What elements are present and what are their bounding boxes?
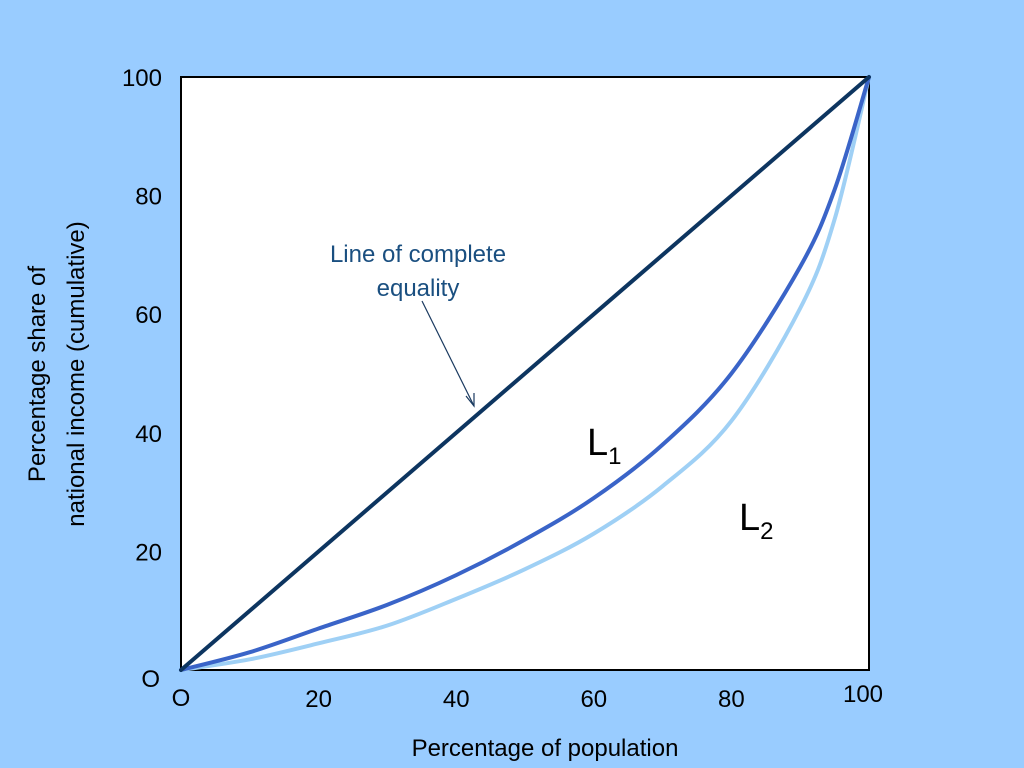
curve-label-l1: L1 xyxy=(587,422,622,470)
x-tick-label-60: 60 xyxy=(580,686,607,713)
annotation-arrow-head xyxy=(465,393,475,408)
y-axis-title-line2: national income (cumulative) xyxy=(63,221,90,526)
annotation-line2: equality xyxy=(377,275,460,302)
x-tick-label-100: 100 xyxy=(843,681,883,708)
curve-label-l1-sub: 1 xyxy=(608,443,621,470)
x-tick-labels: 20 40 60 80 100 xyxy=(305,681,883,713)
x-tick-label-20: 20 xyxy=(305,686,332,713)
annotation-line1: Line of complete xyxy=(330,241,506,268)
curve-label-l2-main: L xyxy=(739,497,760,539)
x-tick-label-40: 40 xyxy=(443,686,470,713)
y-tick-labels: 20 40 60 80 100 xyxy=(122,65,162,566)
lorenz-curve-l2 xyxy=(179,75,871,672)
x-axis-title: Percentage of population xyxy=(412,735,679,762)
x-origin-label: O xyxy=(172,685,191,712)
y-tick-label-80: 80 xyxy=(135,184,162,211)
y-tick-label-100: 100 xyxy=(122,65,162,92)
y-tick-label-40: 40 xyxy=(135,421,162,448)
y-tick-label-60: 60 xyxy=(135,302,162,329)
y-origin-label: O xyxy=(141,666,160,693)
y-axis-title-line1: Percentage share of xyxy=(24,266,51,482)
equality-line xyxy=(179,75,871,672)
x-tick-label-80: 80 xyxy=(718,686,745,713)
lorenz-curve-l1 xyxy=(179,75,871,672)
curve-label-l2: L2 xyxy=(739,497,774,545)
curve-label-l2-sub: 2 xyxy=(760,518,773,545)
curve-label-l1-main: L xyxy=(587,422,608,464)
y-tick-label-20: 20 xyxy=(135,539,162,566)
series-lines xyxy=(179,75,871,672)
annotation-arrow-shaft xyxy=(421,300,475,407)
